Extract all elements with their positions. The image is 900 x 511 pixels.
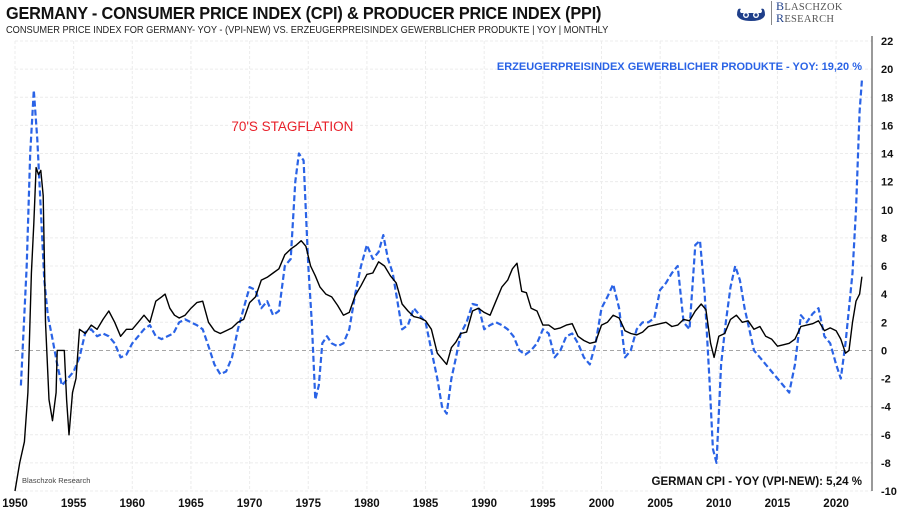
x-tick-label: 1985 — [413, 498, 439, 510]
y-tick-label: 0 — [881, 345, 887, 357]
x-tick-label: 1995 — [530, 498, 556, 510]
ppi-series-label: ERZEUGERPREISINDEX GEWERBLICHER PRODUKTE… — [497, 61, 862, 73]
y-tick-label: 20 — [881, 64, 893, 76]
y-tick-label: 12 — [881, 177, 893, 189]
y-tick-label: 2 — [881, 317, 887, 329]
cpi-series-line — [14, 166, 863, 492]
y-tick-label: -4 — [881, 402, 892, 414]
x-tick-label: 1980 — [354, 498, 380, 510]
y-tick-label: -2 — [881, 374, 891, 386]
y-tick-label: -10 — [881, 486, 897, 498]
y-tick-label: 14 — [881, 149, 894, 161]
x-tick-label: 2010 — [706, 498, 732, 510]
logo-text-line1: LASCHZOK — [784, 2, 843, 13]
x-tick-label: 2005 — [647, 498, 673, 510]
x-tick-label: 1950 — [2, 498, 28, 510]
y-tick-label: 6 — [881, 261, 887, 273]
grid-lines — [14, 40, 872, 492]
labels-layer: ERZEUGERPREISINDEX GEWERBLICHER PRODUKTE… — [22, 61, 862, 488]
brand-name: BLASCHZOK RESEARCH — [771, 0, 843, 25]
stagflation-annotation: 70'S STAGFLATION — [231, 119, 353, 134]
x-tick-label: 2015 — [765, 498, 791, 510]
x-tick-label: 1965 — [178, 498, 204, 510]
series-layer — [14, 80, 863, 492]
ppi-series-line — [19, 80, 863, 464]
y-tick-label: 4 — [881, 289, 888, 301]
watermark-text: Blaschzok Research — [22, 476, 90, 485]
y-tick-label: 22 — [881, 36, 893, 48]
y-tick-label: 16 — [881, 120, 893, 132]
x-tick-label: 1975 — [295, 498, 321, 510]
chart-title: GERMANY - CONSUMER PRICE INDEX (CPI) & P… — [6, 3, 602, 23]
logo-cap-b: B — [776, 0, 785, 13]
chart-subtitle: CONSUMER PRICE INDEX FOR GERMANY- YOY - … — [6, 24, 609, 36]
y-tick-label: -6 — [881, 430, 891, 442]
x-tick-label: 1960 — [120, 498, 146, 510]
y-tick-label: -8 — [881, 458, 891, 470]
x-tick-label: 2020 — [823, 498, 849, 510]
cpi-series-label: GERMAN CPI - YOY (VPI-NEW): 5,24 % — [652, 476, 862, 488]
y-tick-label: 8 — [881, 233, 887, 245]
brand-logo: BLASCHZOK RESEARCH — [735, 0, 843, 25]
x-tick-label: 1955 — [61, 498, 87, 510]
x-tick-label: 1990 — [471, 498, 497, 510]
viking-ship-logo-icon — [737, 8, 765, 21]
y-tick-label: 18 — [881, 92, 893, 104]
x-tick-label: 1970 — [237, 498, 263, 510]
y-tick-label: 10 — [881, 205, 893, 217]
x-tick-label: 2000 — [589, 498, 615, 510]
logo-cap-r: R — [776, 11, 785, 25]
logo-text-line2: ESEARCH — [784, 14, 835, 25]
